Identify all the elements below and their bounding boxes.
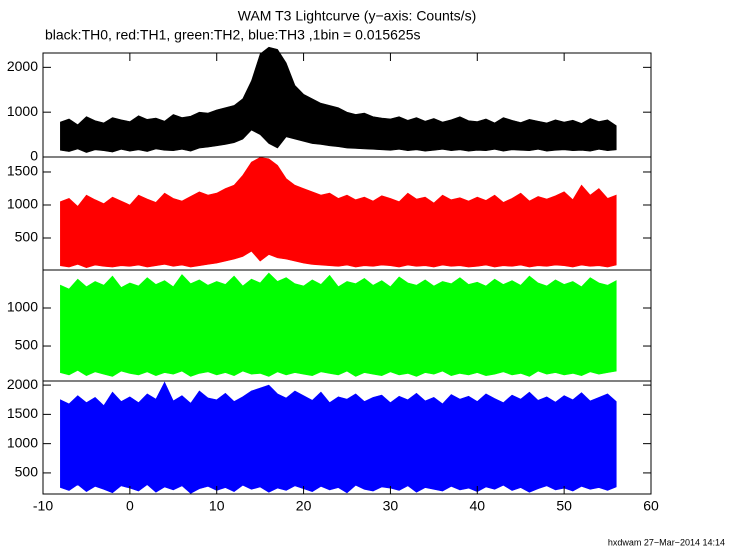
y-tick-label: 2000 [7,58,38,74]
light-curve-band [60,157,617,269]
x-tick-label: 60 [643,498,659,514]
y-tick-label: 1000 [7,196,38,212]
x-tick-label: 30 [383,498,399,514]
x-tick-label: 0 [126,498,134,514]
y-tick-label: 500 [15,337,39,353]
x-tick-label: 10 [209,498,225,514]
light-curve-band [60,46,617,153]
y-tick-label: 1000 [7,103,38,119]
light-curve-band [60,272,617,377]
x-tick-label: 20 [296,498,312,514]
x-tick-label: -10 [33,498,53,514]
y-tick-label: 500 [15,229,39,245]
chart-title: WAM T3 Lightcurve (y−axis: Counts/s) [238,8,476,24]
y-tick-label: 500 [15,464,39,480]
x-tick-label: 40 [469,498,485,514]
y-tick-label: 1500 [7,405,38,421]
x-tick-label: 50 [556,498,572,514]
y-tick-label: 2000 [7,376,38,392]
panel-frame [42,380,652,495]
y-tick-label: 0 [30,148,38,164]
y-tick-label: 1000 [7,299,38,315]
y-tick-label: 1000 [7,434,38,450]
light-curve-band [60,381,617,494]
footer: hxdwam 27−Mar−2014 14:14 [608,537,725,547]
chart-subtitle: black:TH0, red:TH1, green:TH2, blue:TH3 … [45,27,420,43]
y-tick-label: 1500 [7,163,38,179]
